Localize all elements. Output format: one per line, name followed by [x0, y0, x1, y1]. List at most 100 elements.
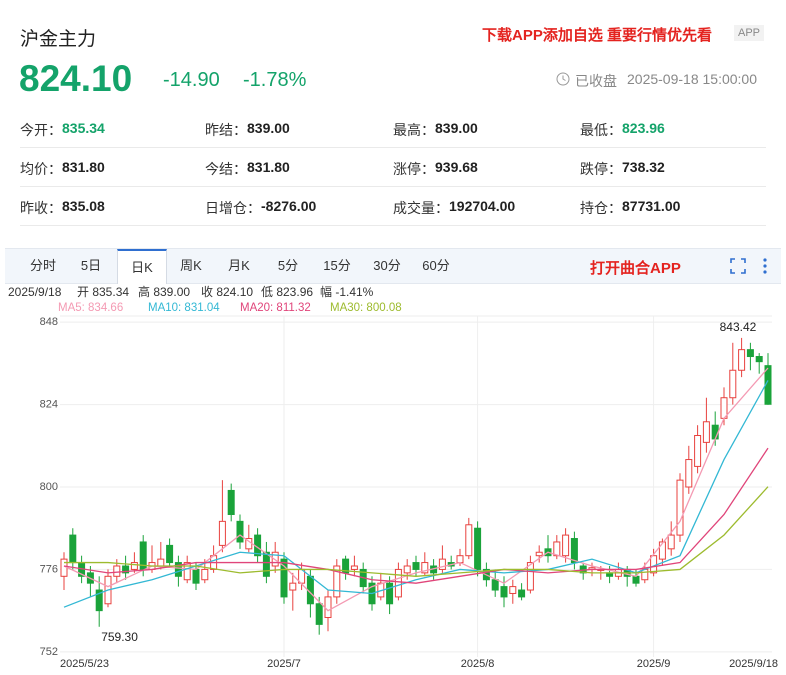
- stat-label: 日增仓：: [205, 200, 261, 216]
- tab[interactable]: 月K: [228, 258, 250, 273]
- y-tick-label: 800: [40, 481, 58, 493]
- candle-body: [412, 562, 420, 570]
- legend-entry: MA10: 831.04: [148, 302, 220, 314]
- candle-body: [553, 541, 561, 557]
- candle-body: [518, 589, 526, 598]
- stat-value: 192704.00: [449, 198, 516, 214]
- y-tick-label: 824: [40, 399, 58, 411]
- time: 2025-09-18 15:00:00: [627, 71, 757, 87]
- candle-body: [421, 562, 429, 574]
- stat-label: 昨收：: [20, 200, 62, 216]
- candle-body: [166, 544, 174, 564]
- stats-row: 今开： 835.34 昨结： 839.00 最高： 839.00 最低： 823.96: [20, 109, 766, 148]
- candle-body: [324, 596, 332, 619]
- info-text: 收 824.10: [201, 285, 253, 299]
- tab[interactable]: 60分: [422, 258, 450, 273]
- stats-row: 均价： 831.80 今结： 831.80 涨停： 939.68 跌停： 738.32: [20, 148, 766, 187]
- legend-entry: MA30: 800.08: [330, 302, 402, 314]
- change-pct: -1.78%: [243, 69, 307, 91]
- candle-body: [289, 582, 297, 591]
- ma-line: [64, 486, 769, 577]
- info-text: 高 839.00: [138, 284, 190, 299]
- ma-line: [63, 447, 769, 584]
- stat-label: 跌停：: [580, 161, 622, 177]
- info-text: 2025/9/18: [8, 285, 62, 299]
- app-badge[interactable]: APP: [734, 25, 765, 41]
- candle-body: [218, 520, 226, 546]
- tab[interactable]: 周K: [180, 258, 202, 273]
- stat-value: 839.00: [247, 120, 290, 136]
- candle-body: [192, 568, 200, 584]
- tab[interactable]: 5日: [80, 258, 102, 273]
- stat-value: 831.80: [62, 159, 105, 175]
- candle-body: [315, 603, 323, 625]
- candle-body: [227, 489, 235, 515]
- candle-body: [130, 562, 138, 570]
- candle-body: [500, 586, 508, 598]
- open-app[interactable]: 打开曲合APP: [590, 260, 681, 277]
- candle-body: [174, 562, 182, 577]
- x-tick-label: 2025/8: [461, 658, 495, 670]
- tab[interactable]: 5分: [277, 258, 299, 273]
- info-text: 低 823.96: [261, 285, 313, 299]
- candle-body: [236, 520, 244, 543]
- candle-body: [667, 534, 675, 550]
- y-tick-label: 776: [40, 563, 58, 575]
- candle-body: [526, 562, 534, 591]
- legend-entry: MA5: 834.66: [58, 302, 123, 314]
- candle-body: [403, 565, 411, 574]
- stat-label: 今结：: [205, 161, 247, 177]
- fullscreen-icon[interactable]: [729, 257, 747, 275]
- candle-body: [386, 582, 394, 605]
- candle-body: [122, 565, 130, 574]
- stat-label: 均价：: [20, 161, 62, 177]
- ma-line: [63, 367, 769, 612]
- candle-body: [711, 424, 719, 440]
- stat-value: 835.08: [62, 198, 105, 214]
- candle-body: [685, 459, 693, 488]
- tab[interactable]: 15分: [323, 258, 351, 273]
- x-tick-label: 2025/9: [637, 658, 671, 670]
- candle-body: [570, 538, 578, 564]
- candle-body: [95, 589, 103, 612]
- stat-label: 持仓：: [580, 200, 622, 216]
- stats-row: 昨收： 835.08 日增仓： -8276.00 成交量： 192704.00 持仓： 877…: [20, 187, 766, 226]
- candle-body: [465, 524, 473, 557]
- legend-entry: MA20: 811.32: [240, 302, 311, 314]
- more-icon[interactable]: [761, 257, 769, 275]
- candle-body: [491, 579, 499, 591]
- candle-body: [694, 435, 702, 467]
- candle-body: [535, 551, 543, 557]
- price: 824.10: [19, 58, 133, 99]
- candle-body: [60, 558, 68, 577]
- candle-body: [738, 349, 746, 371]
- info-text: 幅 -1.41%: [320, 284, 374, 299]
- stat-value: 831.80: [247, 159, 290, 175]
- tab-bar: 打开曲合APP 分时 5日 日K 周K 月K 5分 15分 30分 60分: [5, 248, 781, 284]
- stat-value: 738.32: [622, 159, 665, 175]
- candle-body: [113, 565, 121, 577]
- x-tick-label: 2025/5/23: [60, 658, 109, 670]
- candle-body: [69, 534, 77, 564]
- candle-body: [350, 565, 358, 570]
- candle-body: [641, 568, 649, 581]
- candle-body: [262, 551, 270, 577]
- candle-body: [394, 568, 402, 598]
- tab[interactable]: 分时: [29, 258, 56, 273]
- candle-body: [438, 558, 446, 570]
- candle-body: [474, 527, 482, 570]
- candle-body: [676, 479, 684, 536]
- tab[interactable]: 30分: [373, 258, 401, 273]
- annotation: 759.30: [101, 630, 138, 644]
- candle-body: [342, 558, 350, 574]
- stat-label: 涨停：: [393, 161, 435, 177]
- tab[interactable]: 日K: [117, 249, 167, 284]
- candle-body: [509, 586, 517, 594]
- stat-value: 839.00: [435, 120, 478, 136]
- stat-value: 939.68: [435, 159, 478, 175]
- candle-body: [157, 558, 165, 567]
- candle-body: [746, 349, 754, 358]
- stat-value: -8276.00: [261, 198, 317, 214]
- promo[interactable]: 下载APP添加自选 重要行情优先看: [482, 27, 713, 44]
